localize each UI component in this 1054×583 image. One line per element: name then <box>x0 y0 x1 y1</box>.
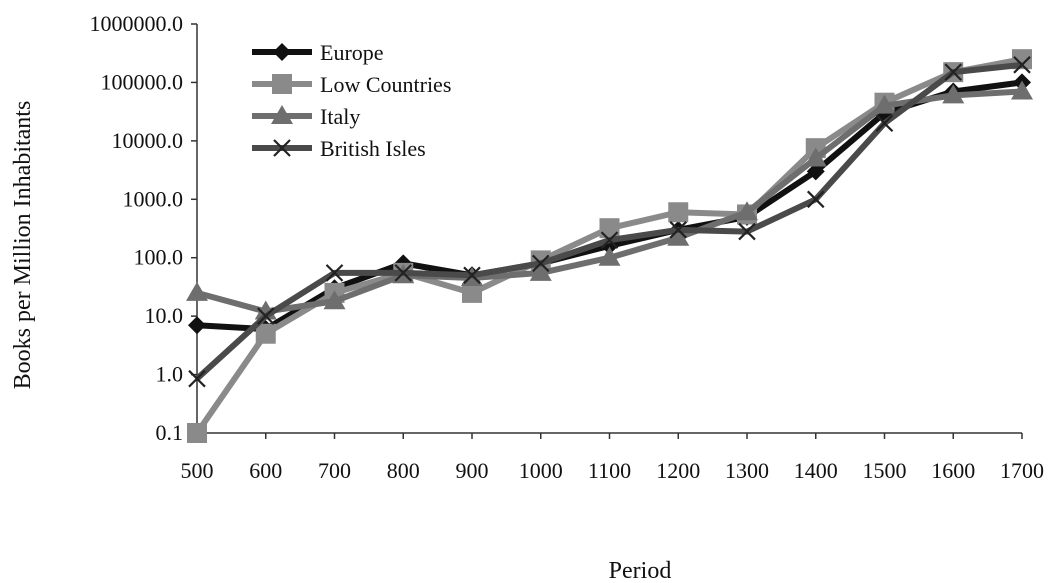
data-point-british-isles <box>188 369 206 388</box>
data-point-low-countries <box>255 323 276 344</box>
legend-swatch-marker <box>273 139 291 157</box>
y-tick-label: 100.0 <box>134 245 184 270</box>
legend-label: Low Countries <box>320 72 451 97</box>
data-point-british-isles <box>1013 56 1031 74</box>
data-point-low-countries <box>668 202 689 223</box>
x-tick-label: 1100 <box>588 458 631 483</box>
legend-item-low-countries: Low Countries <box>252 72 451 97</box>
data-point-italy <box>598 246 621 266</box>
data-point-low-countries <box>599 218 620 239</box>
data-point-italy <box>804 147 827 167</box>
data-point-british-isles <box>463 266 481 285</box>
data-point-british-isles <box>531 254 550 273</box>
x-tick-label: 1500 <box>863 458 907 483</box>
data-point-british-isles <box>875 114 894 133</box>
series-europe <box>188 73 1031 339</box>
x-tick-label: 1700 <box>1000 458 1044 483</box>
data-point-british-isles <box>669 221 688 239</box>
data-point-british-isles <box>600 231 619 249</box>
series-british-isles <box>188 56 1031 388</box>
x-axis-title: Period <box>609 558 672 583</box>
data-point-british-isles <box>394 264 413 282</box>
data-point-british-isles <box>944 63 963 81</box>
legend-swatch-marker <box>271 105 293 124</box>
data-point-europe <box>188 316 206 335</box>
data-point-british-isles <box>256 307 275 325</box>
data-point-italy <box>323 290 346 310</box>
legend-item-europe: Europe <box>252 40 384 65</box>
legend-label: Italy <box>320 104 360 129</box>
data-point-british-isles <box>738 222 756 241</box>
y-axis-title: Books per Million Inhabitants <box>10 101 36 390</box>
data-point-italy <box>942 84 965 104</box>
y-tick-label: 100000.0 <box>101 69 184 94</box>
legend-swatch-marker <box>273 43 291 61</box>
x-tick-label: 1400 <box>794 458 838 483</box>
y-tick-label: 10000.0 <box>112 128 184 153</box>
data-point-italy <box>186 281 208 301</box>
data-point-low-countries <box>187 423 207 443</box>
data-point-italy <box>736 201 758 221</box>
x-tick-label: 900 <box>456 458 489 483</box>
y-tick-label: 1000000.0 <box>90 11 184 36</box>
y-tick-label: 0.1 <box>156 420 184 445</box>
x-tick-label: 600 <box>249 458 282 483</box>
y-tick-label: 1000.0 <box>123 186 184 211</box>
y-tick-label: 1.0 <box>156 362 184 387</box>
y-axis-ticks: 0.1 1.0 10.0 100.0 1000.0 10000.0 100000.0 1000… <box>90 11 197 445</box>
x-tick-label: 800 <box>387 458 420 483</box>
x-tick-label: 1300 <box>725 458 769 483</box>
x-tick-label: 1200 <box>656 458 700 483</box>
data-point-british-isles <box>325 264 344 282</box>
x-tick-label: 700 <box>318 458 351 483</box>
x-tick-label: 1600 <box>931 458 975 483</box>
data-point-italy <box>873 94 896 114</box>
legend-label: British Isles <box>320 136 426 161</box>
legend-item-italy: Italy <box>252 104 360 129</box>
data-point-italy <box>667 226 690 246</box>
y-tick-label: 10.0 <box>145 303 184 328</box>
legend: Europe Low Countries Italy British Isles <box>252 40 451 161</box>
legend-swatch-marker <box>272 74 292 94</box>
x-axis-ticks: 500 600 700 800 900 1000 1100 1200 1300 1400 1500 1… <box>181 433 1044 483</box>
legend-label: Europe <box>320 40 384 65</box>
x-tick-label: 1000 <box>519 458 563 483</box>
series-layer <box>186 49 1033 443</box>
legend-item-british-isles: British Isles <box>252 136 426 161</box>
data-point-italy <box>529 261 552 281</box>
data-point-british-isles <box>806 190 825 209</box>
data-point-low-countries <box>462 282 482 303</box>
x-tick-label: 500 <box>181 458 214 483</box>
data-point-italy <box>1011 80 1033 100</box>
data-point-europe <box>806 162 825 181</box>
